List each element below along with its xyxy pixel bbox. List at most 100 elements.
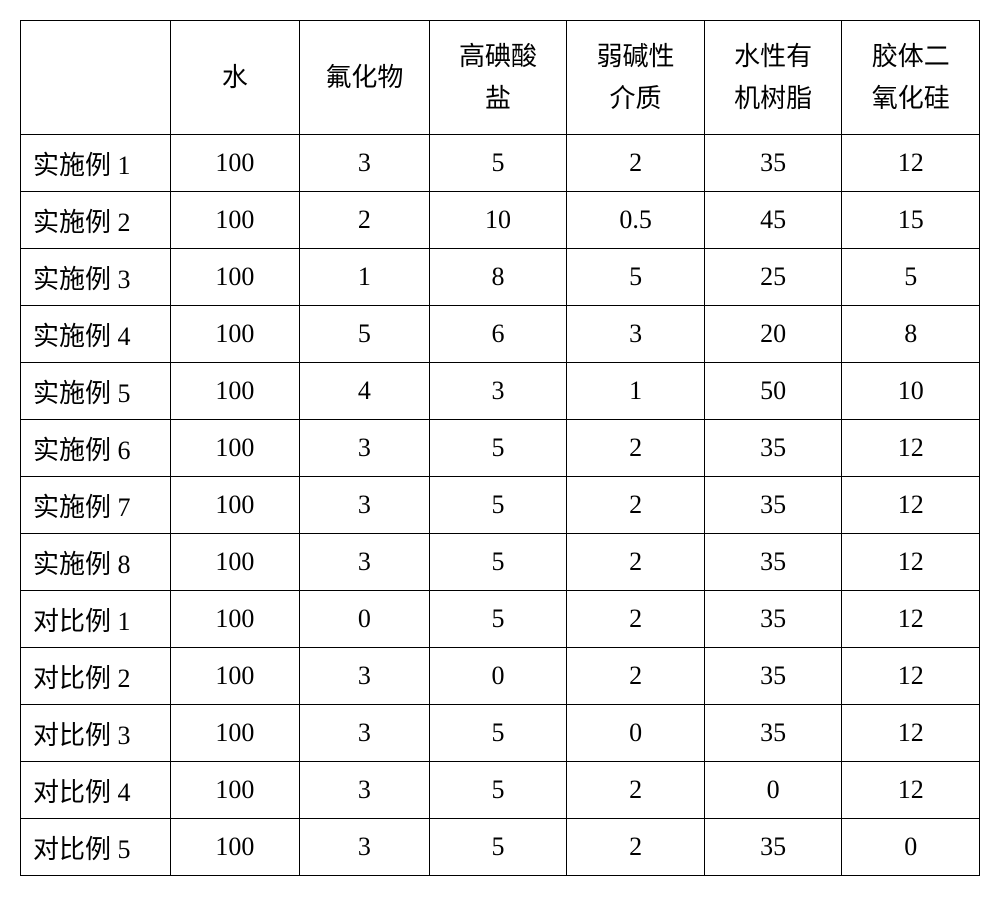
- header-silica: 胶体二 氧化硅: [842, 21, 980, 135]
- cell-water: 100: [170, 534, 300, 591]
- cell-periodate: 0: [429, 648, 567, 705]
- cell-fluoride: 5: [300, 306, 430, 363]
- cell-resin: 35: [704, 705, 842, 762]
- cell-alkaline: 5: [567, 249, 705, 306]
- cell-periodate: 5: [429, 819, 567, 876]
- cell-silica: 5: [842, 249, 980, 306]
- cell-resin: 35: [704, 591, 842, 648]
- row-label: 实施例 5: [21, 363, 171, 420]
- cell-alkaline: 2: [567, 420, 705, 477]
- cell-fluoride: 3: [300, 648, 430, 705]
- table-row: 实施例 51004315010: [21, 363, 980, 420]
- cell-water: 100: [170, 249, 300, 306]
- header-periodate-line1: 高碘酸: [434, 36, 563, 78]
- cell-silica: 12: [842, 420, 980, 477]
- header-silica-line1: 胶体二: [846, 36, 975, 78]
- table-row: 对比例 4100352012: [21, 762, 980, 819]
- cell-periodate: 5: [429, 705, 567, 762]
- row-label: 实施例 4: [21, 306, 171, 363]
- cell-water: 100: [170, 192, 300, 249]
- header-alkaline: 弱碱性 介质: [567, 21, 705, 135]
- cell-fluoride: 3: [300, 705, 430, 762]
- header-periodate: 高碘酸 盐: [429, 21, 567, 135]
- table-body: 实施例 11003523512实施例 21002100.54515实施例 310…: [21, 135, 980, 876]
- table-row: 实施例 81003523512: [21, 534, 980, 591]
- cell-alkaline: 2: [567, 762, 705, 819]
- cell-water: 100: [170, 135, 300, 192]
- cell-resin: 35: [704, 420, 842, 477]
- row-label: 实施例 7: [21, 477, 171, 534]
- row-label: 对比例 2: [21, 648, 171, 705]
- cell-resin: 25: [704, 249, 842, 306]
- cell-alkaline: 2: [567, 591, 705, 648]
- cell-silica: 8: [842, 306, 980, 363]
- table-row: 实施例 61003523512: [21, 420, 980, 477]
- cell-resin: 35: [704, 819, 842, 876]
- cell-alkaline: 2: [567, 648, 705, 705]
- cell-silica: 0: [842, 819, 980, 876]
- cell-fluoride: 4: [300, 363, 430, 420]
- row-label: 对比例 5: [21, 819, 171, 876]
- table-row: 对比例 5100352350: [21, 819, 980, 876]
- cell-water: 100: [170, 705, 300, 762]
- cell-resin: 50: [704, 363, 842, 420]
- header-resin-line1: 水性有: [709, 36, 838, 78]
- cell-periodate: 5: [429, 420, 567, 477]
- table-row: 实施例 71003523512: [21, 477, 980, 534]
- row-label: 实施例 1: [21, 135, 171, 192]
- cell-silica: 12: [842, 135, 980, 192]
- header-resin: 水性有 机树脂: [704, 21, 842, 135]
- table-row: 对比例 11000523512: [21, 591, 980, 648]
- cell-alkaline: 3: [567, 306, 705, 363]
- cell-fluoride: 3: [300, 819, 430, 876]
- table-header: 水 氟化物 高碘酸 盐 弱碱性 介质 水性有 机树脂 胶体二 氧化硅: [21, 21, 980, 135]
- header-resin-line2: 机树脂: [709, 78, 838, 120]
- cell-water: 100: [170, 819, 300, 876]
- cell-water: 100: [170, 477, 300, 534]
- header-silica-line2: 氧化硅: [846, 78, 975, 120]
- row-label: 实施例 2: [21, 192, 171, 249]
- cell-alkaline: 2: [567, 135, 705, 192]
- table-row: 对比例 21003023512: [21, 648, 980, 705]
- row-label: 对比例 3: [21, 705, 171, 762]
- cell-alkaline: 2: [567, 534, 705, 591]
- cell-silica: 12: [842, 705, 980, 762]
- cell-alkaline: 2: [567, 819, 705, 876]
- cell-water: 100: [170, 420, 300, 477]
- header-blank: [21, 21, 171, 135]
- cell-resin: 35: [704, 534, 842, 591]
- cell-water: 100: [170, 363, 300, 420]
- cell-periodate: 5: [429, 762, 567, 819]
- cell-periodate: 10: [429, 192, 567, 249]
- header-alkaline-line2: 介质: [571, 78, 700, 120]
- cell-silica: 12: [842, 477, 980, 534]
- header-fluoride: 氟化物: [300, 21, 430, 135]
- cell-silica: 12: [842, 648, 980, 705]
- header-periodate-line2: 盐: [434, 78, 563, 120]
- cell-resin: 20: [704, 306, 842, 363]
- cell-alkaline: 0.5: [567, 192, 705, 249]
- data-table-container: 水 氟化物 高碘酸 盐 弱碱性 介质 水性有 机树脂 胶体二 氧化硅: [20, 20, 980, 876]
- cell-resin: 45: [704, 192, 842, 249]
- cell-silica: 10: [842, 363, 980, 420]
- table-row: 实施例 21002100.54515: [21, 192, 980, 249]
- cell-fluoride: 1: [300, 249, 430, 306]
- cell-alkaline: 1: [567, 363, 705, 420]
- table-row: 实施例 3100185255: [21, 249, 980, 306]
- cell-fluoride: 3: [300, 762, 430, 819]
- row-label: 实施例 6: [21, 420, 171, 477]
- cell-alkaline: 2: [567, 477, 705, 534]
- header-water: 水: [170, 21, 300, 135]
- cell-water: 100: [170, 762, 300, 819]
- header-row: 水 氟化物 高碘酸 盐 弱碱性 介质 水性有 机树脂 胶体二 氧化硅: [21, 21, 980, 135]
- cell-periodate: 5: [429, 477, 567, 534]
- row-label: 对比例 4: [21, 762, 171, 819]
- cell-periodate: 3: [429, 363, 567, 420]
- cell-water: 100: [170, 306, 300, 363]
- cell-water: 100: [170, 591, 300, 648]
- cell-periodate: 6: [429, 306, 567, 363]
- cell-alkaline: 0: [567, 705, 705, 762]
- row-label: 对比例 1: [21, 591, 171, 648]
- row-label: 实施例 3: [21, 249, 171, 306]
- cell-fluoride: 0: [300, 591, 430, 648]
